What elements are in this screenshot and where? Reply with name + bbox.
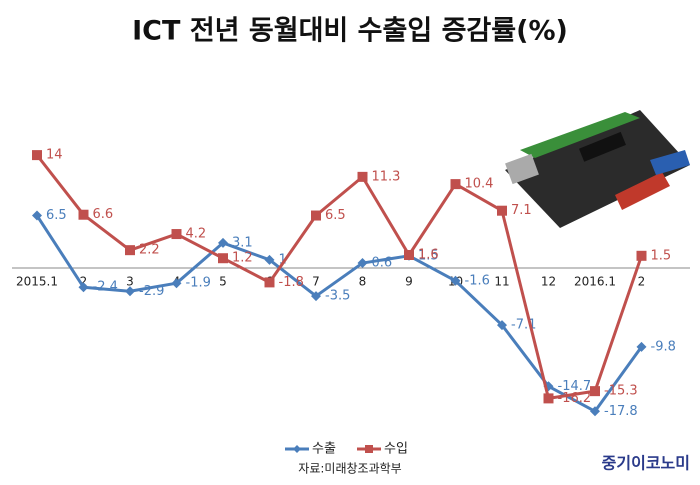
x-tick-label: 3 bbox=[126, 274, 134, 288]
x-tick-label: 2 bbox=[80, 274, 88, 288]
value-label: 1.6 bbox=[418, 248, 439, 263]
point bbox=[357, 258, 368, 269]
point bbox=[171, 229, 182, 240]
x-tick-label: 2015.1 bbox=[16, 274, 58, 288]
value-label: -9.8 bbox=[651, 339, 676, 354]
value-label: 14 bbox=[46, 148, 63, 163]
point bbox=[32, 210, 42, 221]
watermark: 중기이코노미 bbox=[602, 454, 690, 473]
point bbox=[450, 275, 461, 286]
value-label: -17.8 bbox=[604, 404, 638, 419]
legend-marker bbox=[365, 445, 373, 453]
point bbox=[497, 205, 507, 216]
point bbox=[497, 320, 507, 331]
value-label: 1 bbox=[279, 252, 287, 267]
value-label: 6.5 bbox=[46, 208, 67, 223]
legend-label: 수입 bbox=[384, 442, 408, 457]
point bbox=[590, 386, 600, 397]
chart-title: ICT 전년 동월대비 수출입 증감률(%) bbox=[132, 16, 568, 47]
value-label: 11.3 bbox=[372, 169, 401, 184]
value-label: -1.6 bbox=[465, 273, 490, 288]
value-label: -2.4 bbox=[93, 280, 118, 295]
source: 자료:미래창조과학부 bbox=[298, 462, 401, 476]
point bbox=[590, 406, 600, 417]
point bbox=[311, 210, 321, 221]
value-label: 6.6 bbox=[93, 207, 114, 222]
series-line bbox=[35, 214, 643, 413]
point bbox=[636, 341, 647, 352]
point bbox=[125, 286, 135, 297]
point bbox=[125, 245, 135, 256]
legend-marker bbox=[293, 445, 301, 453]
point bbox=[78, 282, 89, 293]
point bbox=[636, 250, 647, 261]
point bbox=[32, 150, 42, 161]
value-label: -1.9 bbox=[186, 276, 211, 291]
series-line bbox=[35, 154, 643, 400]
point bbox=[218, 253, 228, 264]
value-label: -1.8 bbox=[279, 275, 304, 290]
value-label: -16.2 bbox=[558, 391, 592, 406]
x-tick-label: 12 bbox=[541, 274, 556, 288]
x-tick-label: 2 bbox=[638, 274, 646, 288]
value-label: 7.1 bbox=[511, 203, 532, 218]
x-tick-label: 8 bbox=[359, 274, 367, 288]
point bbox=[404, 250, 414, 260]
x-tick-label: 5 bbox=[219, 274, 227, 288]
x-tick-label: 7 bbox=[312, 274, 320, 288]
value-label: 1.2 bbox=[232, 251, 253, 266]
value-label: 1.5 bbox=[651, 248, 672, 263]
point bbox=[264, 277, 275, 288]
value-label: -15.3 bbox=[604, 384, 638, 399]
value-label: -14.7 bbox=[558, 379, 592, 394]
value-label: 4.2 bbox=[186, 227, 207, 242]
point bbox=[78, 209, 89, 220]
value-label: 2.2 bbox=[139, 243, 160, 258]
x-tick-label: 11 bbox=[494, 274, 509, 288]
value-label: -3.5 bbox=[325, 289, 350, 304]
value-label: 6.5 bbox=[325, 208, 346, 223]
value-label: 1.5 bbox=[418, 248, 439, 263]
point bbox=[543, 393, 554, 404]
point bbox=[450, 179, 461, 190]
point bbox=[311, 291, 321, 302]
x-tick-label: 2016.1 bbox=[574, 274, 616, 288]
point bbox=[218, 237, 228, 248]
value-label: 10.4 bbox=[465, 177, 494, 192]
value-label: -2.9 bbox=[139, 284, 164, 299]
point bbox=[171, 278, 182, 289]
value-label: 0.6 bbox=[372, 256, 393, 271]
value-label: 3.1 bbox=[232, 235, 253, 250]
point bbox=[264, 254, 275, 265]
legend-label: 수출 bbox=[312, 442, 336, 457]
board-image bbox=[505, 110, 690, 228]
point bbox=[357, 171, 368, 182]
x-tick-label: 9 bbox=[405, 274, 413, 288]
